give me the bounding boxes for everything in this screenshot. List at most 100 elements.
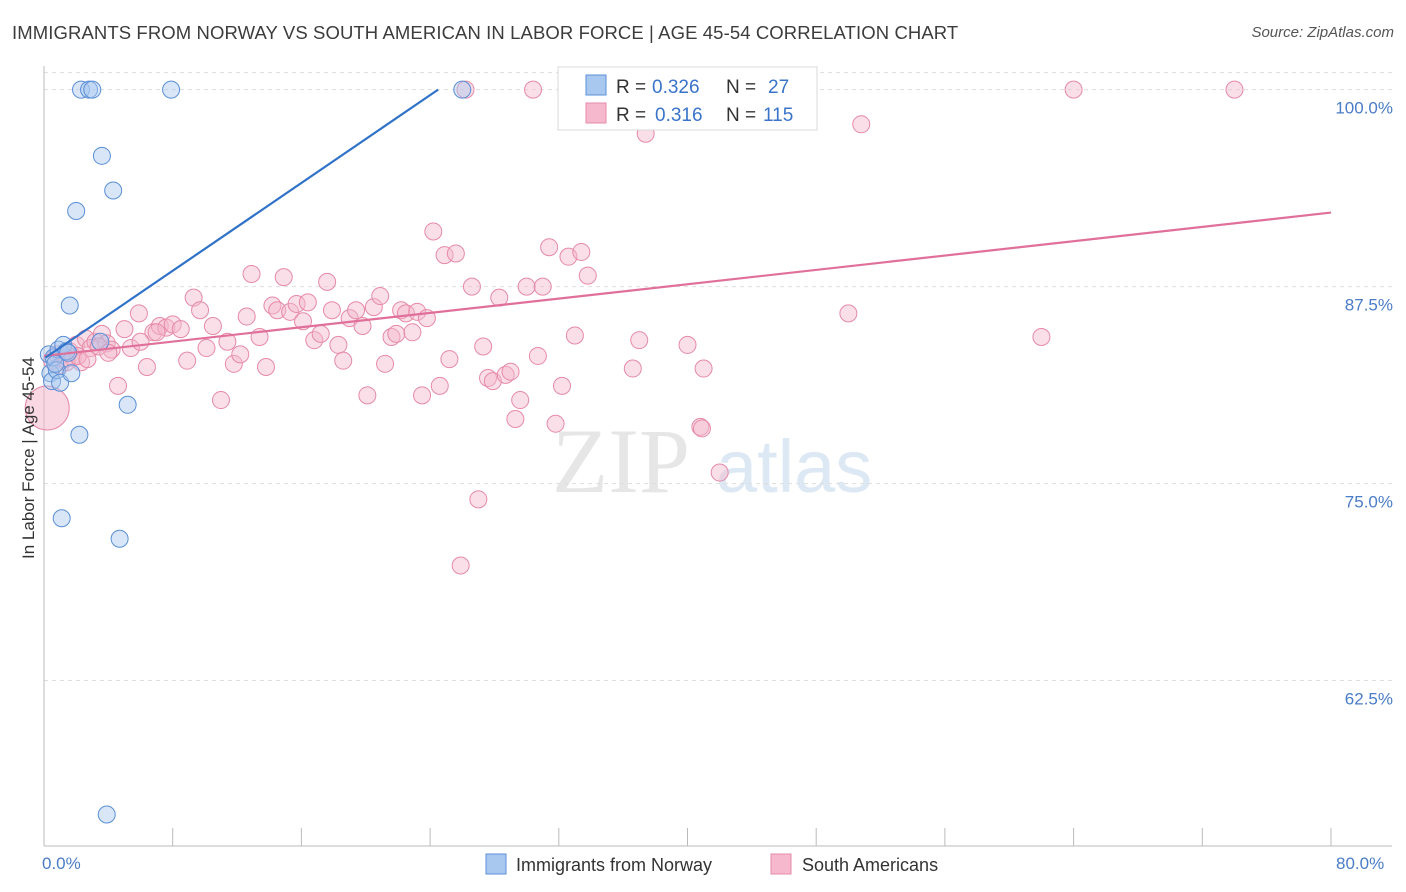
south_american-point: [224, 354, 243, 373]
south_american-point: [257, 357, 276, 376]
south_american-point: [311, 324, 330, 343]
south_american-point: [298, 293, 317, 312]
south_american-point: [203, 317, 222, 335]
south_american-point: [694, 359, 713, 378]
south_american-point: [396, 304, 415, 323]
norway-point: [92, 146, 111, 165]
norway-point: [70, 425, 89, 444]
south_american-point: [274, 268, 293, 287]
south_american-point: [24, 385, 70, 431]
norway-point: [97, 805, 116, 824]
south-american-points: [24, 80, 1244, 575]
south_american-point: [451, 556, 470, 575]
south_american-point: [839, 304, 858, 323]
south_american-point: [524, 80, 543, 99]
south_american-point: [1225, 80, 1244, 99]
legend-swatch-south-american: [585, 102, 607, 124]
grid-lines: [44, 72, 1392, 682]
legend-r-value: 0.326: [652, 77, 700, 98]
south_american-point: [137, 357, 156, 376]
y-tick-label: 100.0%: [1335, 99, 1393, 118]
bottom-legend-label-south-american: South Americans: [802, 855, 938, 875]
bottom-legend-swatch-norway: [485, 853, 507, 875]
south_american-point: [528, 346, 547, 365]
y-tick-label: 87.5%: [1345, 296, 1393, 315]
south_american-point: [197, 339, 216, 358]
south_american-point: [387, 324, 406, 343]
south_american-point: [147, 323, 166, 342]
norway-point: [453, 80, 472, 99]
norway-point: [104, 181, 123, 200]
south_american-point: [318, 272, 337, 291]
legend-r-label: R =: [616, 77, 646, 98]
source-credit: Source: ZipAtlas.com: [1251, 24, 1394, 41]
south_american-point: [329, 335, 348, 354]
south_american-point: [440, 350, 459, 369]
south_american-point: [1032, 328, 1051, 347]
south_american-point: [517, 277, 536, 296]
norway-point: [52, 509, 71, 528]
south_american-point: [322, 301, 341, 320]
norway-point: [162, 80, 181, 99]
legend-n-value: 27: [768, 77, 789, 98]
south_american-point: [231, 345, 250, 364]
south_american-point: [242, 265, 261, 283]
trend-lines: [43, 88, 1332, 359]
x-tick-min: 0.0%: [42, 854, 81, 873]
legend-n-label: N =: [726, 77, 756, 98]
south_american-point: [424, 222, 443, 241]
south_american-point: [462, 277, 481, 296]
y-tick-label: 62.5%: [1345, 690, 1393, 709]
south_american-point: [403, 323, 422, 342]
south_american-point: [334, 351, 353, 370]
south_american-point: [287, 294, 306, 313]
norway-points: [39, 80, 472, 824]
norway-point: [62, 364, 81, 383]
bottom-legend: Immigrants from Norway South Americans: [485, 853, 938, 875]
y-axis-label: In Labor Force | Age 45-54: [19, 357, 38, 559]
south_american-point: [131, 332, 150, 351]
legend-n-value: 115: [763, 105, 793, 126]
norway-point: [60, 296, 79, 315]
south-american-trend-line: [43, 211, 1332, 358]
south_american-point: [237, 307, 256, 326]
south_american-point: [511, 391, 530, 410]
south_american-point: [446, 244, 465, 263]
south_american-point: [435, 246, 454, 265]
south_american-point: [178, 351, 197, 370]
south_american-point: [565, 326, 584, 345]
south_american-point: [115, 320, 134, 339]
y-tick-labels: 62.5% 75.0% 87.5% 100.0%: [1335, 99, 1393, 709]
south_american-point: [678, 335, 697, 354]
legend-swatch-norway: [585, 74, 607, 96]
x-tick-max: 80.0%: [1336, 854, 1384, 873]
norway-trend-line: [44, 88, 439, 359]
south_american-point: [852, 115, 871, 134]
south_american-point: [501, 362, 520, 381]
south_american-point: [553, 376, 572, 395]
south_american-point: [546, 414, 565, 433]
south_american-point: [630, 331, 649, 350]
south_american-point: [506, 409, 525, 428]
south_american-point: [578, 266, 597, 285]
south_american-point: [371, 287, 390, 306]
y-tick-label: 75.0%: [1345, 493, 1393, 512]
south_american-point: [469, 490, 488, 509]
legend-r-value: 0.316: [655, 105, 703, 126]
south_american-point: [171, 320, 190, 339]
south_american-point: [540, 238, 559, 257]
watermark-zip: ZIP: [552, 410, 690, 512]
norway-point: [67, 201, 86, 220]
bottom-legend-swatch-south-american: [770, 853, 792, 875]
south_american-point: [430, 376, 449, 395]
south_american-point: [376, 354, 395, 373]
axes: [43, 66, 1392, 847]
south_american-point: [218, 332, 237, 351]
south_american-point: [692, 419, 711, 438]
south_american-point: [358, 386, 377, 405]
norway-point: [118, 395, 137, 414]
south_american-point: [623, 359, 642, 378]
south_american-point: [710, 463, 729, 482]
chart-title: IMMIGRANTS FROM NORWAY VS SOUTH AMERICAN…: [12, 22, 959, 43]
